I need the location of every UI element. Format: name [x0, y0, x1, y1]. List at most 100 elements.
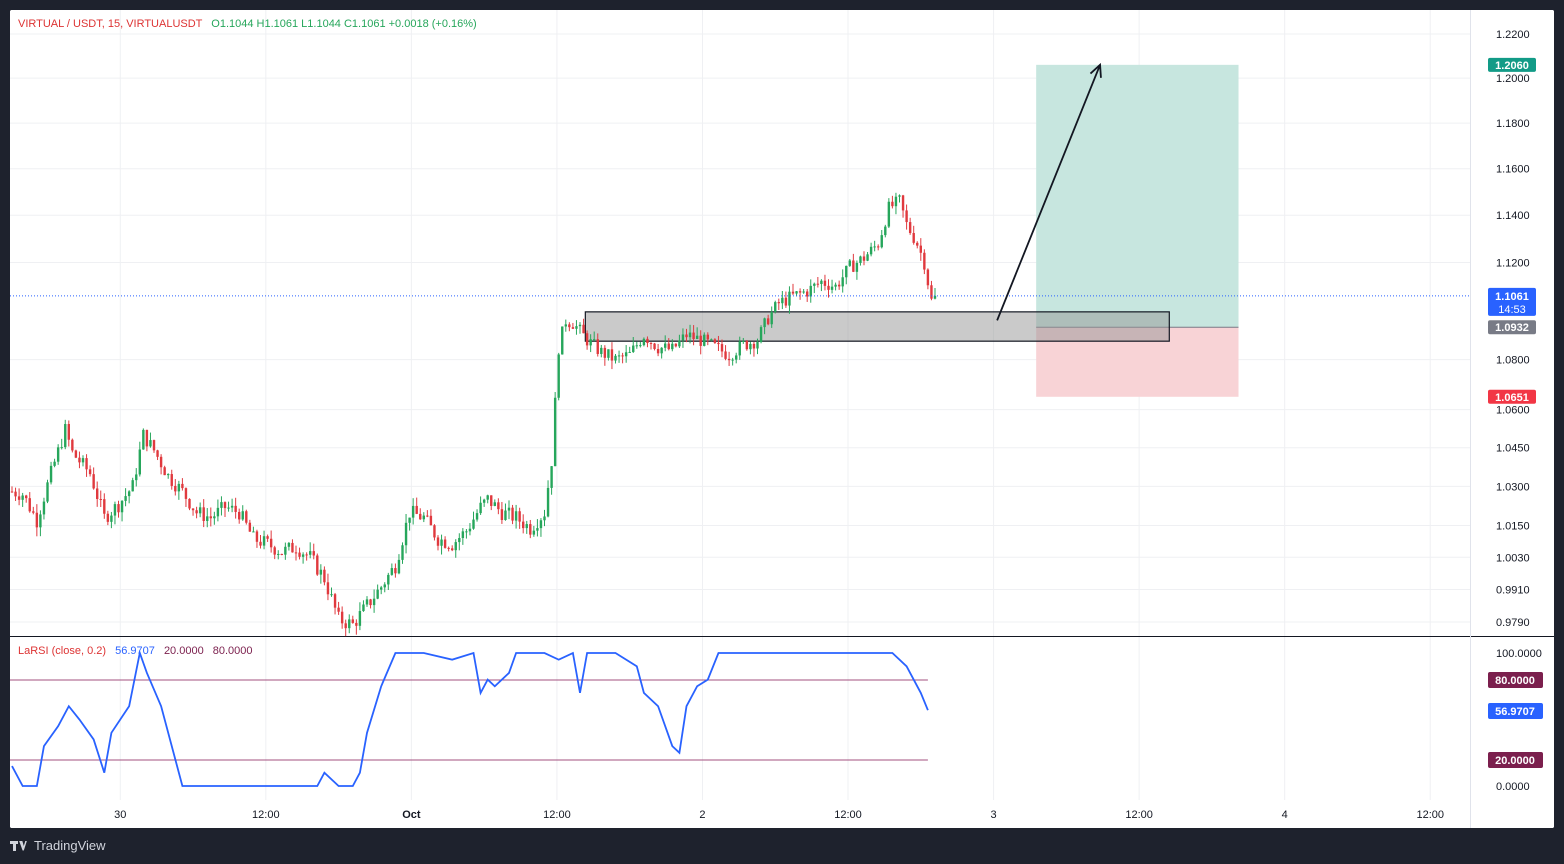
time-tick-label: 2 [699, 809, 705, 821]
candle-body [191, 508, 195, 511]
candle-body [926, 269, 930, 286]
candle-body [96, 488, 99, 500]
candle-body [582, 324, 585, 334]
candle-body [255, 531, 259, 542]
candle-body [284, 546, 287, 555]
candle [465, 529, 468, 539]
candle [362, 600, 365, 612]
candle-body [56, 447, 60, 462]
candle [493, 499, 496, 507]
candle [426, 510, 429, 518]
candle-body [383, 584, 386, 588]
candle [525, 520, 528, 534]
candle-body [635, 345, 638, 347]
candle-body [532, 530, 536, 535]
candle [42, 497, 46, 520]
candle-body [681, 334, 685, 341]
candle-body [259, 541, 262, 546]
candle-body [855, 262, 859, 272]
candle [458, 533, 461, 551]
candle [213, 511, 216, 525]
candle-body [862, 256, 866, 261]
candle [149, 432, 152, 448]
tradingview-logo-icon [10, 840, 28, 852]
candle [522, 514, 525, 534]
stop-price-label-text: 1.0651 [1495, 392, 1529, 404]
candle [557, 352, 560, 401]
candle-body [688, 332, 692, 338]
candle [230, 498, 234, 513]
candle-body [394, 568, 397, 574]
candle [351, 615, 354, 624]
candle-body [245, 511, 248, 523]
candle [482, 498, 486, 507]
candle [703, 332, 706, 347]
rsi-value-label-bg [1488, 703, 1543, 719]
candle [443, 536, 447, 549]
candle-body [735, 355, 738, 360]
candle [852, 253, 855, 273]
candle [333, 592, 337, 615]
candle [891, 195, 894, 209]
candle [553, 392, 557, 467]
candle [191, 508, 195, 516]
indicator-legend[interactable]: LaRSI (close, 0.2) 56.9707 20.0000 80.00… [18, 645, 253, 657]
candle [291, 539, 294, 553]
candle-body [380, 587, 383, 590]
candle [64, 419, 67, 450]
candle-body [458, 538, 461, 543]
candle [344, 619, 347, 637]
tradingview-branding[interactable]: TradingView [10, 838, 106, 853]
candle-body [266, 536, 269, 539]
candle [85, 454, 88, 477]
candle-body [238, 511, 241, 520]
candle [926, 268, 930, 290]
candle [564, 319, 567, 332]
chart-frame[interactable]: 1.2200 1.2000 1.1800 1.1600 1.1400 1.1200 1.08… [10, 10, 1554, 828]
candle [277, 550, 280, 560]
symbol-legend[interactable]: VIRTUAL / USDT, 15, VIRTUALUSDT O1.1044 … [18, 18, 477, 30]
candle [763, 317, 766, 335]
candle-body [571, 327, 575, 329]
candle-body [766, 318, 770, 325]
candle [280, 553, 283, 556]
candle [433, 524, 436, 541]
candle-body [277, 553, 280, 555]
candle-body [845, 265, 848, 278]
indicator-value: 56.9707 [115, 645, 155, 657]
countdown-text: 14:53 [1498, 304, 1526, 316]
candle-body [617, 355, 621, 357]
candle [497, 498, 500, 515]
candle-body [837, 284, 841, 287]
chart-canvas[interactable]: 1.2200 1.2000 1.1800 1.1600 1.1400 1.1200 1.08… [10, 10, 1554, 828]
candle [908, 217, 912, 235]
candle-body [710, 339, 713, 341]
candle [624, 345, 628, 363]
candle [411, 498, 415, 525]
candle-body [543, 516, 546, 521]
candle-body [159, 456, 163, 468]
candle-body [429, 515, 433, 526]
candle-body [564, 324, 567, 327]
candle [827, 279, 830, 298]
candle-body [806, 291, 809, 297]
candle-body [426, 515, 429, 517]
candle-body [177, 483, 181, 492]
candle [543, 509, 546, 527]
target-price-label: 1.2060 [1488, 57, 1536, 72]
candle-body [525, 524, 528, 529]
candle-body [809, 285, 812, 297]
candle [664, 335, 667, 352]
candle [316, 553, 319, 576]
price-tick-label: 0.9910 [1496, 584, 1530, 596]
candle [223, 501, 227, 518]
candle [298, 547, 301, 560]
rsi-upper-label: 80.0000 [1488, 672, 1543, 688]
candle [511, 504, 514, 525]
candle [188, 498, 191, 511]
candle [397, 554, 401, 575]
candle-body [781, 297, 784, 304]
candle [806, 288, 809, 302]
candle-body [905, 210, 908, 223]
candle-body [514, 511, 518, 521]
